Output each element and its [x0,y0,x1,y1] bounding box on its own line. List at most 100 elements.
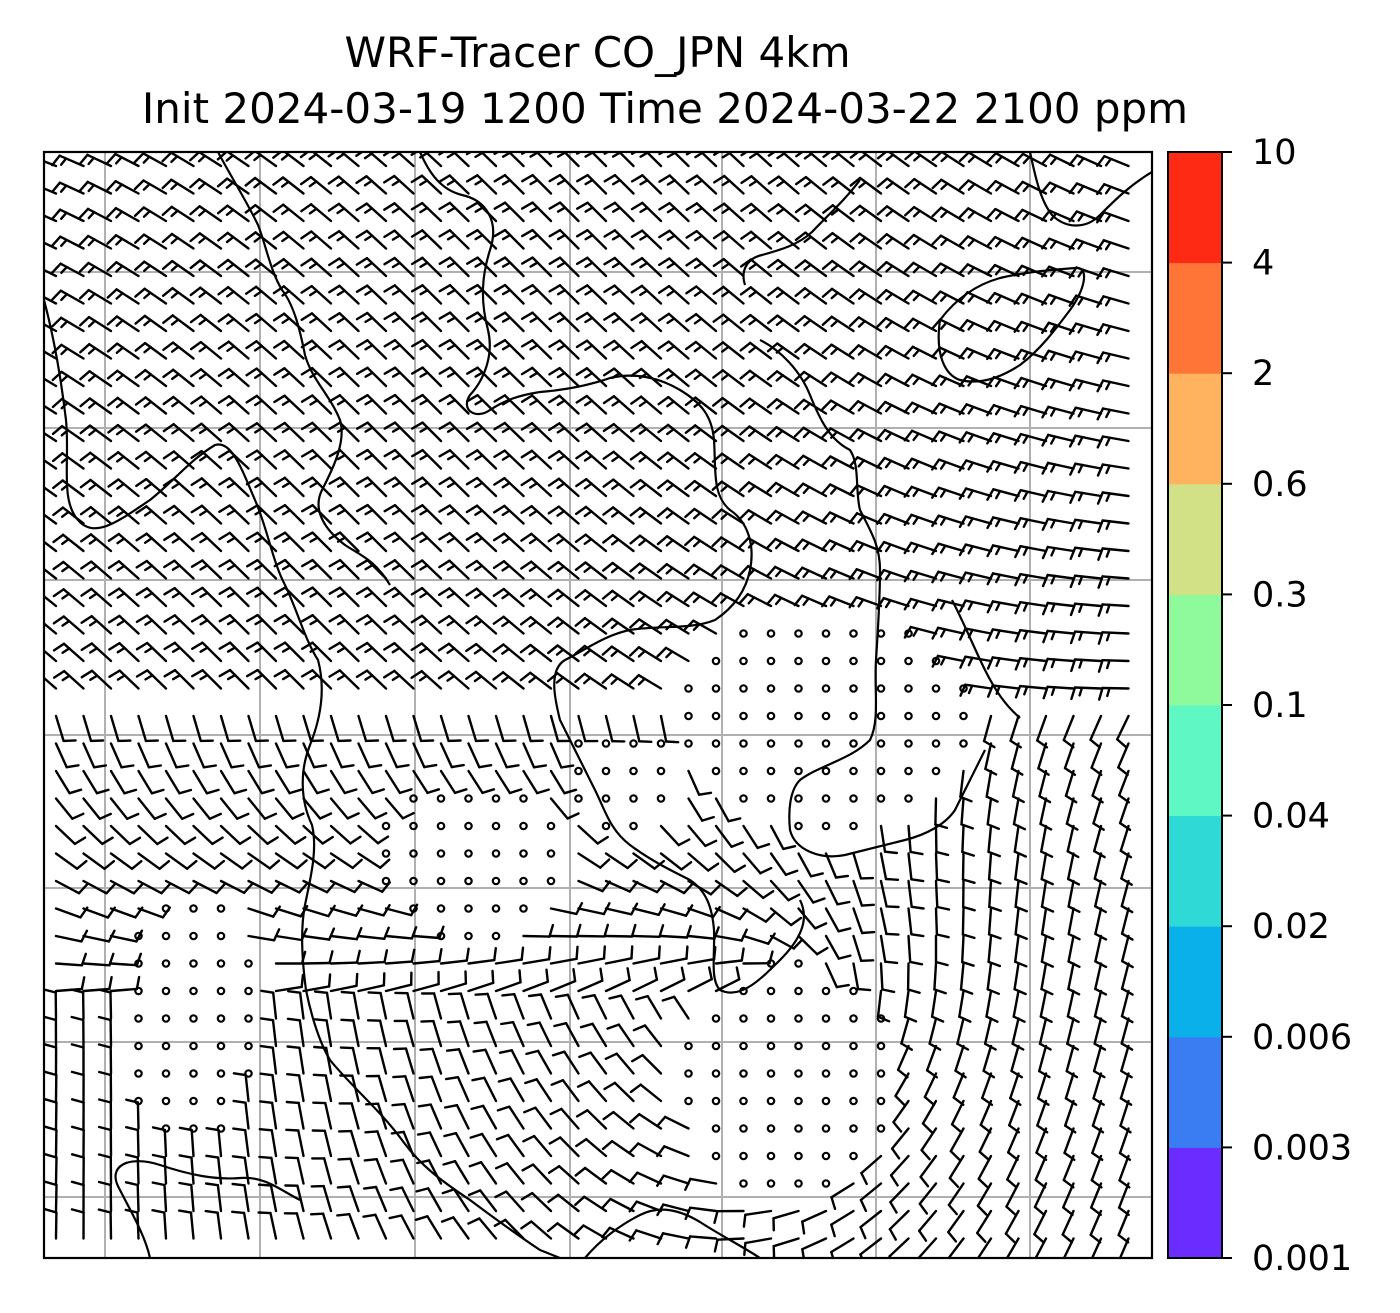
wind-barb [714,879,748,898]
wind-barb [362,1185,388,1213]
wind-barb [948,1154,965,1189]
wind-barb [302,879,336,894]
wind-barb [382,152,415,168]
wind-barb [78,261,113,278]
wind-barb [578,1051,608,1075]
wind-barb [766,481,800,498]
wind-barb [522,769,550,795]
wind-barb [1041,433,1075,447]
wind-barb [106,206,140,223]
wind-barb [739,1014,748,1023]
wind-barb [576,173,608,195]
wind-barb [687,879,721,896]
wind-barb [313,1018,333,1048]
wind-barb [549,1107,580,1130]
wind-barb [313,990,333,1020]
wind-barb [438,366,470,388]
wind-barb [852,962,872,992]
wind-barb [493,504,525,525]
wind-barb [958,179,993,195]
wind-barb [657,451,690,470]
wind-barb [739,369,773,388]
wind-barb [821,656,831,666]
wind-barb [931,430,965,443]
wind-barb [328,558,360,580]
wind-barb [467,714,490,743]
wind-barb [44,567,58,580]
wind-barb [134,287,168,305]
wind-barb [70,1153,85,1185]
wind-barb [137,852,171,870]
wind-barb [656,1174,690,1187]
wind-barb [520,366,553,388]
wind-barb [521,256,553,278]
wind-barb [986,797,1000,830]
wind-barb [287,990,305,1020]
wind-barb [947,1182,965,1216]
wind-barb [766,766,776,776]
wind-barb [436,904,446,913]
wind-barb [189,1069,198,1078]
wind-barb [245,422,278,443]
wind-barb [327,202,360,223]
wind-barb [178,1181,195,1213]
wind-barb [629,562,663,580]
wind-barb [742,824,771,850]
wind-barb [493,339,525,360]
wind-barb [849,1041,858,1051]
wind-barb [272,230,305,250]
wind-barb [711,480,745,498]
wind-barb [436,794,446,803]
wind-barb [161,178,195,195]
wind-barb [821,1014,831,1023]
wind-barb [445,1048,470,1075]
wind-barb [245,613,278,635]
wind-barb [82,742,108,769]
wind-barb [687,946,717,965]
wind-barb [163,586,195,608]
wind-barb [494,714,517,743]
wind-barb [52,533,85,553]
wind-barb [824,907,852,933]
wind-barb [766,711,776,721]
wind-barb [339,1074,360,1103]
colorbar-tick-label: 0.1 [1252,686,1308,726]
wind-barb [794,175,828,195]
wind-barb [133,206,168,223]
wind-barb [161,259,195,278]
wind-barb [830,1182,855,1211]
wind-barb [604,967,631,993]
wind-barb [410,586,443,608]
wind-barb [711,536,745,553]
wind-barb [219,769,248,795]
wind-barb [329,714,352,743]
wind-barb [1070,686,1103,701]
wind-barb [742,907,776,923]
wind-barb [739,313,773,333]
wind-barb [135,614,168,635]
wind-barb [44,621,58,635]
wind-barb [492,671,525,690]
wind-barb [438,421,470,443]
wind-barb [947,1237,965,1258]
wind-barb [338,1102,360,1130]
wind-barb [438,531,470,553]
wind-barb [328,257,360,278]
wind-barb [204,1182,223,1213]
wind-barb [711,424,745,443]
wind-barb [311,1129,333,1158]
wind-barb [135,587,168,608]
wind-barb [794,203,828,223]
wind-barb [821,986,831,996]
wind-barb [603,256,635,278]
wind-barb [467,1189,498,1213]
wind-barb [78,288,113,305]
wind-barb [794,287,828,305]
wind-barb [492,532,525,553]
wind-barb [493,173,525,195]
wind-barb [495,1162,525,1185]
wind-barb [274,973,305,993]
wind-barb [106,234,140,250]
wind-barb [162,314,195,333]
wind-barb [879,962,896,994]
